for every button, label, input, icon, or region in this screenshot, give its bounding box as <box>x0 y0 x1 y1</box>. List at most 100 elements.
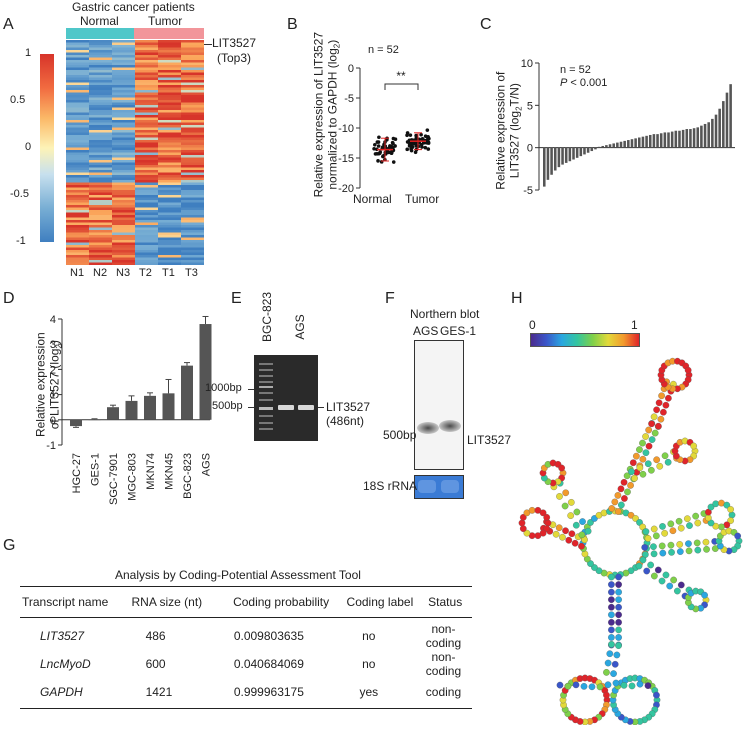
heatmap-cell <box>66 45 90 48</box>
heatmap-cell <box>135 40 159 43</box>
heatmap-cell <box>158 110 182 113</box>
heatmap-cell <box>66 147 90 151</box>
heatmap-cell <box>181 137 204 141</box>
heatmap-cell <box>181 147 204 151</box>
rna-nucleotide <box>621 495 628 502</box>
heatmap-cell <box>66 172 90 176</box>
heatmap-cell <box>112 80 136 83</box>
heatmap-cell <box>135 147 159 151</box>
heatmap-cell <box>158 80 182 83</box>
heatmap-cell <box>135 77 159 81</box>
heatmap-cell <box>89 207 113 211</box>
cpat-table: Transcript name RNA size (nt) Coding pro… <box>20 586 472 709</box>
b-data-point <box>419 132 423 137</box>
d-bar <box>107 407 119 420</box>
heatmap-cell <box>89 120 113 123</box>
rna-nucleotide <box>519 514 527 521</box>
heatmap-cell <box>66 192 90 196</box>
heatmap-cell <box>181 95 204 98</box>
rna-nucleotide <box>611 498 619 506</box>
heatmap-cell <box>135 237 159 241</box>
heatmap-column-label: T1 <box>162 267 175 279</box>
heatmap-cell <box>112 195 136 198</box>
rna-nucleotide <box>528 506 536 514</box>
heatmap-cell <box>135 127 159 131</box>
rna-nucleotide <box>694 546 702 554</box>
heatmap-cell <box>181 210 204 213</box>
heatmap-cell <box>135 240 159 243</box>
heatmap-cell <box>112 262 136 265</box>
rna-nucleotide <box>615 573 622 581</box>
heatmap-cell <box>66 100 90 103</box>
heatmap-cell <box>181 107 204 111</box>
heatmap-cell <box>181 227 204 231</box>
heatmap-cell <box>158 175 182 178</box>
heatmap-cell <box>89 82 113 86</box>
rna-nucleotide <box>639 439 646 447</box>
heatmap-cell <box>66 115 90 118</box>
heatmap-cell <box>112 162 136 166</box>
rna-nucleotide <box>642 528 650 535</box>
rna-nucleotide <box>523 529 531 537</box>
heatmap-cell <box>66 125 90 128</box>
b-data-point <box>409 147 413 151</box>
cpat-cell-prob: 0.999963175 <box>233 685 304 699</box>
heatmap-cell <box>158 242 182 246</box>
heatmap-cell <box>158 147 182 151</box>
heatmap-cell <box>66 105 90 108</box>
heatmap-cell <box>89 162 113 166</box>
heatmap-cell <box>135 90 159 93</box>
heatmap-cell <box>135 192 159 196</box>
heatmap-cell <box>89 135 113 138</box>
heatmap-cell <box>181 195 204 198</box>
heatmap-cell <box>135 115 159 118</box>
rna-nucleotide <box>615 611 622 619</box>
heatmap-cell <box>66 72 90 76</box>
b-y-tick-label: -10 <box>338 123 354 135</box>
heatmap-cell <box>66 195 90 198</box>
rna-nucleotide <box>604 681 612 689</box>
heatmap-cell <box>112 107 136 111</box>
c-bar <box>623 140 626 148</box>
b-data-point <box>426 135 430 139</box>
b-data-point <box>426 147 431 151</box>
heatmap-cell <box>158 60 182 63</box>
heatmap-cell <box>66 257 90 261</box>
heatmap-cell <box>66 225 90 228</box>
rna-nucleotide <box>603 669 610 676</box>
heatmap-cell <box>112 212 136 216</box>
heatmap-cell <box>181 65 204 68</box>
c-bar <box>692 128 696 148</box>
heatmap-cell <box>112 47 136 51</box>
c-bar <box>616 142 619 148</box>
heatmap-cell <box>89 125 113 128</box>
heatmap-cell <box>112 87 136 91</box>
heatmap-cell <box>135 52 159 56</box>
rna-nucleotide <box>728 511 736 519</box>
heatmap-cell <box>112 215 136 218</box>
heatmap-cell <box>135 72 159 76</box>
heatmap-cell <box>89 127 113 131</box>
heatmap-cell <box>181 55 204 58</box>
heatmap-cell <box>158 55 182 58</box>
heatmap-cell <box>66 175 90 178</box>
rna-nucleotide <box>636 464 644 472</box>
heatmap-cell <box>66 220 90 223</box>
heatmap-column-label: T3 <box>185 267 198 279</box>
heatmap-cell <box>112 147 136 151</box>
rna-nucleotide <box>631 474 638 482</box>
rna-nucleotide <box>734 532 742 540</box>
heatmap-cell <box>66 157 90 161</box>
heatmap-cell <box>181 155 204 158</box>
heatmap-cell <box>112 222 136 226</box>
b-data-point <box>385 138 389 142</box>
heatmap-cell <box>158 182 182 186</box>
heatmap-cell <box>158 67 182 71</box>
rna-nucleotide <box>636 446 643 453</box>
b-data-point <box>378 151 382 156</box>
heatmap-cell <box>66 130 90 133</box>
heatmap-cell <box>66 62 90 66</box>
rna-nucleotide <box>662 571 670 579</box>
heatmap-cell <box>135 225 159 228</box>
rna-nucleotide <box>675 517 683 525</box>
